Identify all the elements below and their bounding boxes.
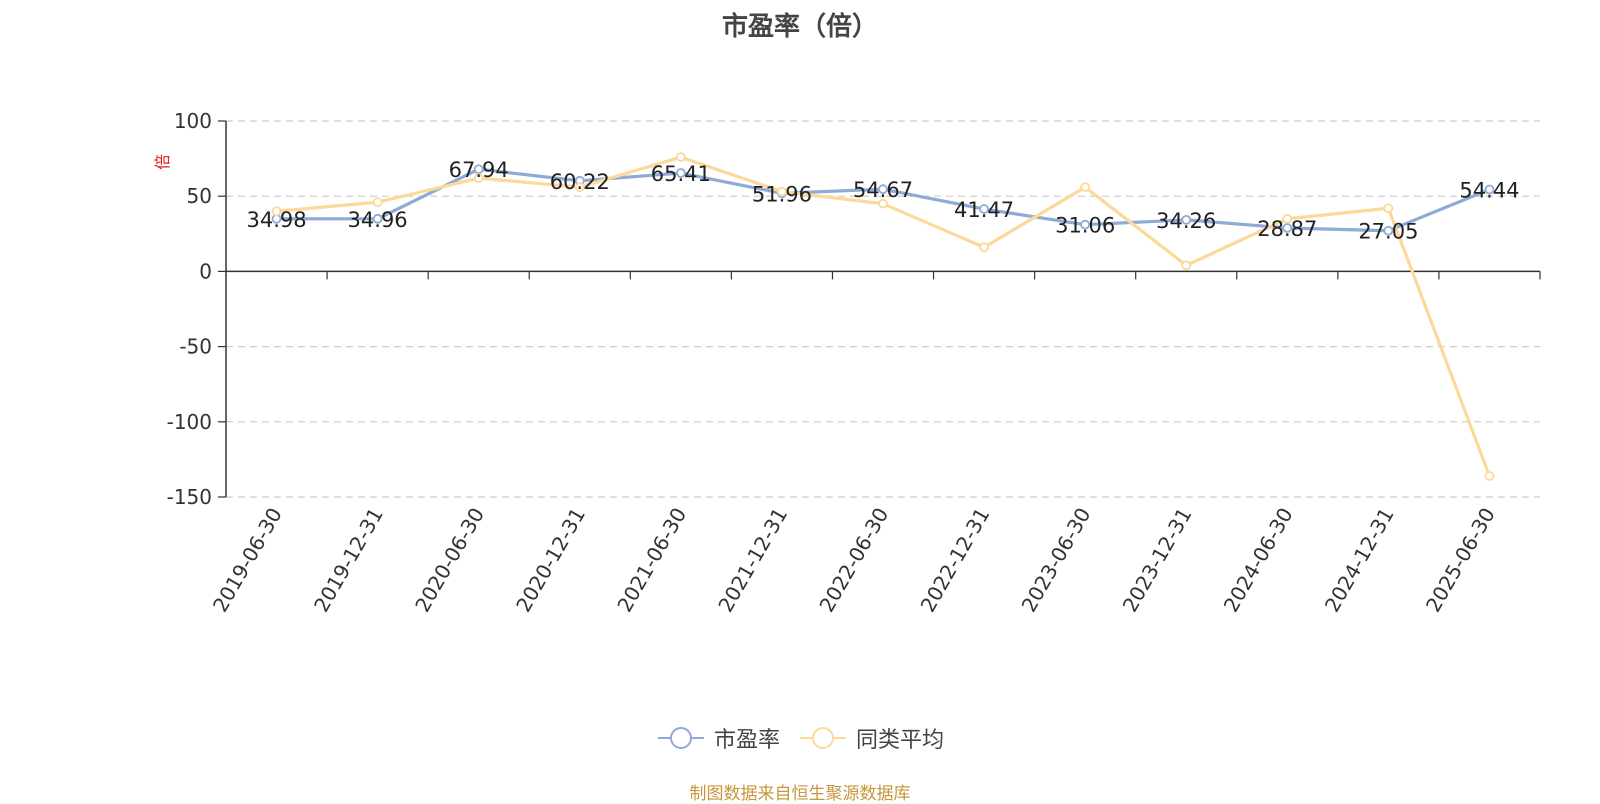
data-point bbox=[979, 204, 989, 214]
data-point bbox=[979, 242, 989, 253]
data-point bbox=[372, 197, 383, 208]
x-tick-label: 2021-06-30 bbox=[612, 504, 691, 617]
y-tick-label: 50 bbox=[187, 184, 212, 208]
data-point bbox=[1282, 213, 1293, 224]
data-point bbox=[1484, 184, 1495, 195]
data-point bbox=[1383, 225, 1394, 236]
source-note: 制图数据来自恒生聚源数据库 bbox=[689, 784, 911, 804]
legend-item-pe[interactable]: 市盈率 bbox=[656, 722, 780, 754]
data-point bbox=[1282, 223, 1293, 233]
data-label: 28.87 bbox=[1257, 217, 1317, 241]
y-tick-label: -50 bbox=[179, 335, 212, 359]
data-label: 60.22 bbox=[550, 170, 610, 194]
data-label: 65.41 bbox=[651, 162, 711, 186]
data-point bbox=[675, 168, 686, 178]
axes: 100 50 0 -50 -100 -150 倍 2019-06-30 2019-12-31 20… bbox=[153, 109, 1541, 617]
x-tick-label: 2022-06-30 bbox=[814, 504, 893, 617]
x-tick-label: 2021-12-31 bbox=[713, 504, 792, 617]
x-tick-label: 2024-06-30 bbox=[1219, 504, 1298, 617]
chart-title: 市盈率（倍） bbox=[721, 12, 878, 42]
x-tick-label: 2019-06-30 bbox=[208, 504, 287, 617]
data-label: 54.44 bbox=[1459, 179, 1519, 203]
data-point bbox=[1080, 182, 1091, 193]
data-point bbox=[1181, 260, 1192, 271]
x-tick-label: 2025-06-30 bbox=[1421, 504, 1500, 617]
legend-label: 同类平均 bbox=[856, 728, 945, 753]
data-point bbox=[271, 206, 282, 217]
grid-lines bbox=[226, 120, 1540, 498]
legend: 市盈率 同类平均 bbox=[0, 722, 1600, 754]
legend-line-circle-icon bbox=[800, 727, 846, 749]
data-point bbox=[878, 198, 888, 209]
legend-label: 市盈率 bbox=[713, 728, 780, 753]
x-tick-label: 2023-06-30 bbox=[1017, 504, 1096, 617]
data-point bbox=[473, 164, 484, 175]
x-tick-label: 2020-12-31 bbox=[511, 504, 590, 617]
data-label: 34.96 bbox=[348, 208, 408, 232]
data-label: 41.47 bbox=[954, 198, 1014, 222]
data-point bbox=[878, 184, 888, 195]
data-label: 27.05 bbox=[1358, 220, 1418, 244]
legend-item-peer-average[interactable]: 同类平均 bbox=[798, 722, 944, 754]
data-label: 31.06 bbox=[1055, 214, 1115, 238]
data-point bbox=[1484, 471, 1495, 481]
y-tick-label: 0 bbox=[199, 259, 212, 283]
data-point bbox=[675, 152, 686, 162]
data-label: 34.98 bbox=[246, 208, 306, 232]
x-tick-label: 2020-06-30 bbox=[410, 504, 489, 617]
x-tick-label: 2022-12-31 bbox=[916, 504, 995, 617]
data-labels: 34.98 34.96 67.94 60.22 65.41 51.96 54.67 41.47… bbox=[246, 158, 1519, 243]
y-tick-label: -150 bbox=[167, 485, 212, 509]
y-axis-label: 倍 bbox=[153, 154, 172, 170]
x-tick-label: 2024-12-31 bbox=[1320, 504, 1399, 617]
legend-line-circle-icon bbox=[657, 727, 704, 749]
data-point bbox=[1080, 219, 1091, 230]
data-label: 51.96 bbox=[752, 182, 812, 206]
y-tick-label: 100 bbox=[174, 109, 212, 133]
data-point bbox=[372, 213, 383, 224]
data-label: 67.94 bbox=[449, 158, 509, 182]
data-point bbox=[1181, 214, 1192, 225]
data-point bbox=[777, 186, 787, 197]
x-tick-label: 2019-12-31 bbox=[309, 504, 388, 617]
data-label: 54.67 bbox=[853, 178, 913, 202]
data-point bbox=[574, 182, 585, 193]
data-point bbox=[473, 173, 484, 184]
y-tick-label: -100 bbox=[167, 410, 212, 434]
data-point bbox=[1383, 203, 1394, 214]
x-tick-label: 2023-12-31 bbox=[1118, 504, 1197, 617]
series-lines bbox=[271, 152, 1495, 481]
data-label: 34.26 bbox=[1156, 209, 1216, 233]
